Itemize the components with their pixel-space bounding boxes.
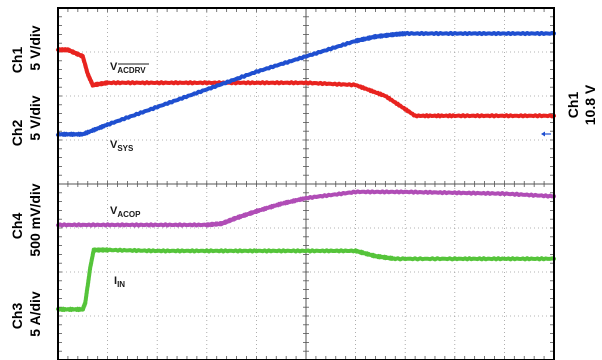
trigger-level-label: 10.8 V [582,84,598,125]
ch4-name-label: Ch4 [9,213,25,240]
iin-trace-label: IIN [114,275,125,289]
svg-text:VACDRV: VACDRV [110,61,146,75]
ch1-scale-label: 5 V/div [27,25,43,70]
vacop-trace-label: VACOP [110,205,141,219]
iin-label-sub: IN [117,280,125,289]
ch4-scale-label: 500 mV/div [27,183,43,256]
traces [56,30,556,312]
vsys-trace [56,30,556,137]
vacdrv-trace-label: VACDRV [110,61,149,75]
plot-border [57,7,555,360]
vacop-label-sub: ACOP [117,210,141,219]
vsys-trace-label: VSYS [110,139,134,153]
ch3-name-label: Ch3 [9,303,25,330]
vacop-trace [56,189,556,228]
vsys-label-main: V [110,139,118,151]
ch2-name-label: Ch2 [9,120,25,147]
ch1-name-label: Ch1 [9,47,25,74]
trigger-arrow-icon [541,131,551,137]
iin-label-main: I [114,275,117,287]
vacdrv-label-main: V [110,61,118,73]
vacop-label-main: V [110,205,118,217]
trigger-channel-label: Ch1 [565,92,581,119]
vacdrv-label-sub: ACDRV [117,66,146,75]
iin-trace [56,247,556,312]
vsys-label-sub: SYS [117,144,134,153]
ch3-scale-label: 5 A/div [27,291,43,337]
vacdrv-trace [56,47,556,119]
ch2-scale-label: 5 V/div [27,95,43,140]
